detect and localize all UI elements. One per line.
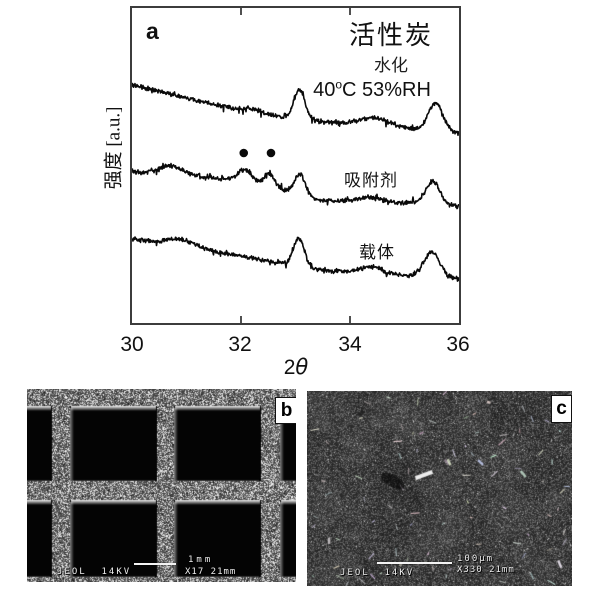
x-tick-32: 32 xyxy=(228,333,252,356)
x-tick-34: 34 xyxy=(338,333,362,356)
panel-b-label: b xyxy=(275,397,296,424)
xrd-trace-1 xyxy=(132,82,459,136)
sem-b-magnification-text: X17 21mm xyxy=(185,567,237,577)
sem-image-monolith: JEOL 14KV 1mm X17 21mm b xyxy=(27,389,296,582)
annotation-condition: 40oC 53%RH xyxy=(313,77,431,102)
condition-unit: C 53%RH xyxy=(342,79,431,101)
sem-image-surface: JEOL 14KV 100µm X330 21mm c xyxy=(307,391,572,586)
x-tick-30: 30 xyxy=(120,333,144,356)
peak-marker-dot xyxy=(266,148,276,158)
peak-marker-dot xyxy=(239,148,249,158)
x-axis-title-number: 2 xyxy=(283,356,296,379)
x-tick-36: 36 xyxy=(446,333,470,356)
x-axis-title: 2θ xyxy=(274,355,318,380)
sem-c-instrument-text: JEOL 14KV xyxy=(340,568,415,578)
condition-value: 40 xyxy=(313,79,336,101)
xrd-trace-2 xyxy=(132,162,459,210)
annotation-sample-title: 活性炭 xyxy=(348,21,434,50)
panel-a-label: a xyxy=(146,18,159,44)
sem-c-scale-bar xyxy=(377,562,452,564)
sem-b-scale-bar xyxy=(134,563,176,565)
annotation-adsorbent: 吸附剂 xyxy=(344,171,398,190)
annotation-hydration: 水化 xyxy=(374,56,408,75)
sem-surface-texture xyxy=(307,391,572,586)
xrd-trace-3 xyxy=(132,236,459,282)
degree-superscript: o xyxy=(335,77,343,92)
sem-b-instrument-text: JEOL 14KV xyxy=(57,567,132,577)
plot-frame xyxy=(130,6,461,325)
panel-c-label: c xyxy=(551,395,572,423)
y-axis-label: 强度 [a.u.] xyxy=(103,106,125,190)
sem-monolith-texture xyxy=(27,389,296,582)
theta-symbol: θ xyxy=(295,355,309,379)
sem-c-scale-text: 100µm xyxy=(457,554,495,564)
annotation-support: 载体 xyxy=(359,243,395,262)
sem-b-scale-text: 1mm xyxy=(188,555,214,565)
xrd-traces-plot xyxy=(132,8,459,323)
sem-c-magnification-text: X330 21mm xyxy=(457,565,515,575)
